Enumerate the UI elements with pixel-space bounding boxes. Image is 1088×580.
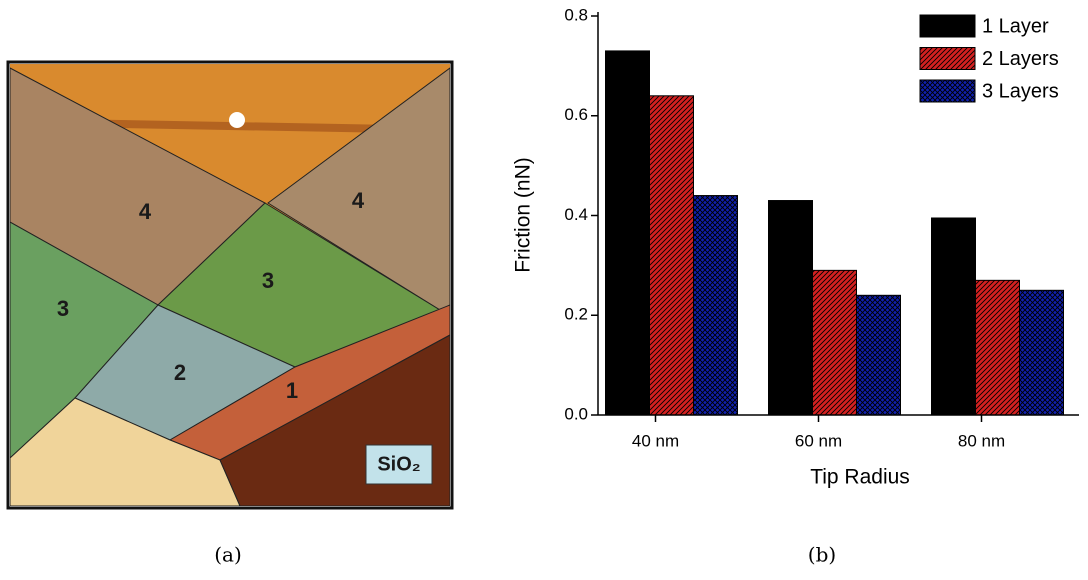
- x-tick-label: 60 nm: [795, 431, 842, 450]
- legend-label: 3 Layers: [982, 80, 1059, 102]
- y-tick-label: 0.6: [564, 105, 588, 124]
- layer-label: 2: [174, 360, 186, 385]
- bar: [606, 51, 650, 415]
- bar: [857, 295, 901, 415]
- layer-label: 4: [352, 188, 365, 213]
- caption: (b): [808, 543, 836, 567]
- y-tick-label: 0.8: [564, 5, 588, 24]
- layer-label: 3: [57, 296, 69, 321]
- afm-image: 4 4 3 3 2 1 SiO₂: [10, 64, 450, 506]
- legend-swatch: [920, 15, 975, 37]
- layer-label: 4: [139, 199, 152, 224]
- particle: [229, 112, 245, 128]
- y-tick-label: 0.0: [564, 404, 588, 423]
- legend-label: 2 Layers: [982, 48, 1059, 70]
- bar: [694, 196, 738, 415]
- legend-swatch: [920, 80, 975, 102]
- legend-label: 1 Layer: [982, 15, 1049, 37]
- y-axis-label: Friction (nN): [512, 157, 535, 273]
- bar: [976, 280, 1020, 415]
- bar: [1020, 290, 1064, 415]
- x-tick-label: 40 nm: [632, 431, 679, 450]
- bar: [813, 270, 857, 415]
- y-tick-label: 0.4: [564, 205, 588, 224]
- legend-swatch: [920, 48, 975, 70]
- layer-label: 1: [286, 378, 298, 403]
- bar: [932, 218, 976, 415]
- y-tick-label: 0.2: [564, 305, 588, 324]
- page: {"chart_data": {"type": "bar", "x_label"…: [0, 0, 1088, 580]
- substrate-label: SiO₂: [377, 453, 420, 475]
- caption: (a): [214, 543, 242, 567]
- x-axis-label: Tip Radius: [810, 466, 910, 489]
- bar: [769, 201, 813, 415]
- bar: [650, 96, 694, 415]
- figure: 4 4 3 3 2 1 SiO₂ (a) (b) Tip Radius Fric…: [0, 0, 1088, 575]
- layer-label: 3: [262, 268, 274, 293]
- x-tick-label: 80 nm: [958, 431, 1005, 450]
